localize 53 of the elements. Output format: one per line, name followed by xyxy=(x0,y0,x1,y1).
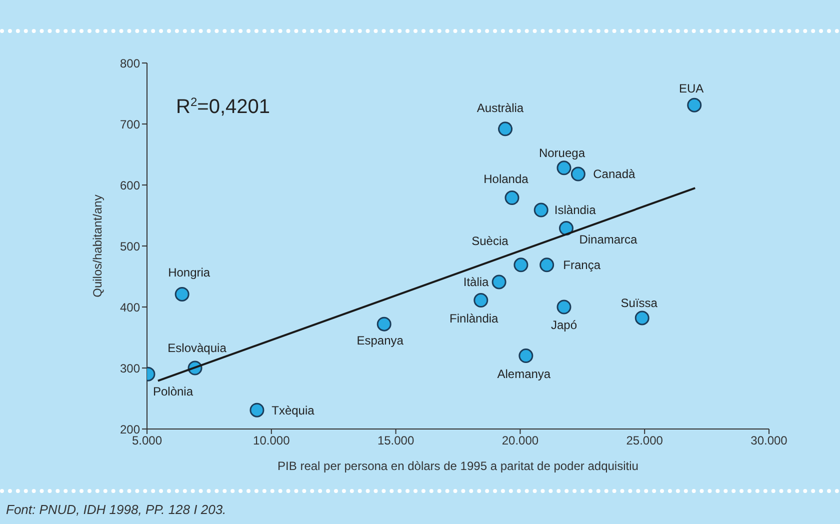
annotation: França xyxy=(563,258,601,272)
x-tick-label: 30.000 xyxy=(750,434,788,448)
point xyxy=(556,160,572,176)
x-tick-label: 25.000 xyxy=(626,434,664,448)
point xyxy=(376,316,392,332)
point xyxy=(492,274,506,290)
annotation: R$^{2}$=0,4201 xyxy=(176,95,270,118)
x-tick-label: 10.000 xyxy=(253,434,290,448)
text: Font: PNUD, IDH 1998, PP. 128 I 203. xyxy=(6,502,226,517)
y-tick-label: 300 xyxy=(120,361,140,376)
annotation: Itàlia xyxy=(463,275,490,290)
annotation: Eslovàquia xyxy=(168,341,227,356)
point xyxy=(556,300,572,314)
annotation: Finlàndia xyxy=(450,311,499,326)
annotation: Alemanya xyxy=(497,367,551,381)
point xyxy=(250,402,264,418)
y-tick-label: 500 xyxy=(120,239,140,254)
point xyxy=(474,293,488,308)
y-tick-label: 700 xyxy=(120,117,140,132)
annotation: Austràlia xyxy=(476,101,524,116)
annotation: Espanya xyxy=(356,333,404,348)
annotation: Suïssa xyxy=(620,296,658,310)
point xyxy=(534,202,548,218)
annotation: Hongria xyxy=(168,265,210,280)
x-tick-label: 20.000 xyxy=(502,434,539,448)
point xyxy=(518,348,534,364)
y-tick-label: 400 xyxy=(120,300,140,314)
point xyxy=(514,258,528,272)
annotation: Japó xyxy=(550,318,578,332)
point xyxy=(634,310,650,326)
annotation: Txèquia xyxy=(272,403,315,418)
annotation: Islàndia xyxy=(554,203,596,218)
annotation: EUA xyxy=(679,81,704,96)
annotation: Canadà xyxy=(593,167,636,182)
point xyxy=(558,221,574,236)
annotation: Noruega xyxy=(538,146,586,160)
annotation: Polònia xyxy=(152,384,194,398)
annotation: Dinamarca xyxy=(579,232,638,247)
point xyxy=(504,190,520,206)
x-tick-label: 5.000 xyxy=(132,434,162,448)
x-tick-label: 15.000 xyxy=(377,434,414,448)
y-tick-label: 600 xyxy=(120,178,140,192)
y-axis-title: Quilos/habitant/any xyxy=(90,194,104,298)
y-tick-label: 800 xyxy=(120,56,140,70)
y-tick-label: 200 xyxy=(120,422,140,436)
point xyxy=(570,166,586,182)
point xyxy=(687,98,702,112)
annotation: Holanda xyxy=(484,172,529,186)
x-axis-title: PIB real per persona en dòlars de 1995 a paritat de poder adquisitiu xyxy=(278,459,638,473)
point xyxy=(498,122,513,136)
annotation: Suècia xyxy=(472,234,509,248)
point xyxy=(540,258,554,272)
point xyxy=(174,286,190,302)
